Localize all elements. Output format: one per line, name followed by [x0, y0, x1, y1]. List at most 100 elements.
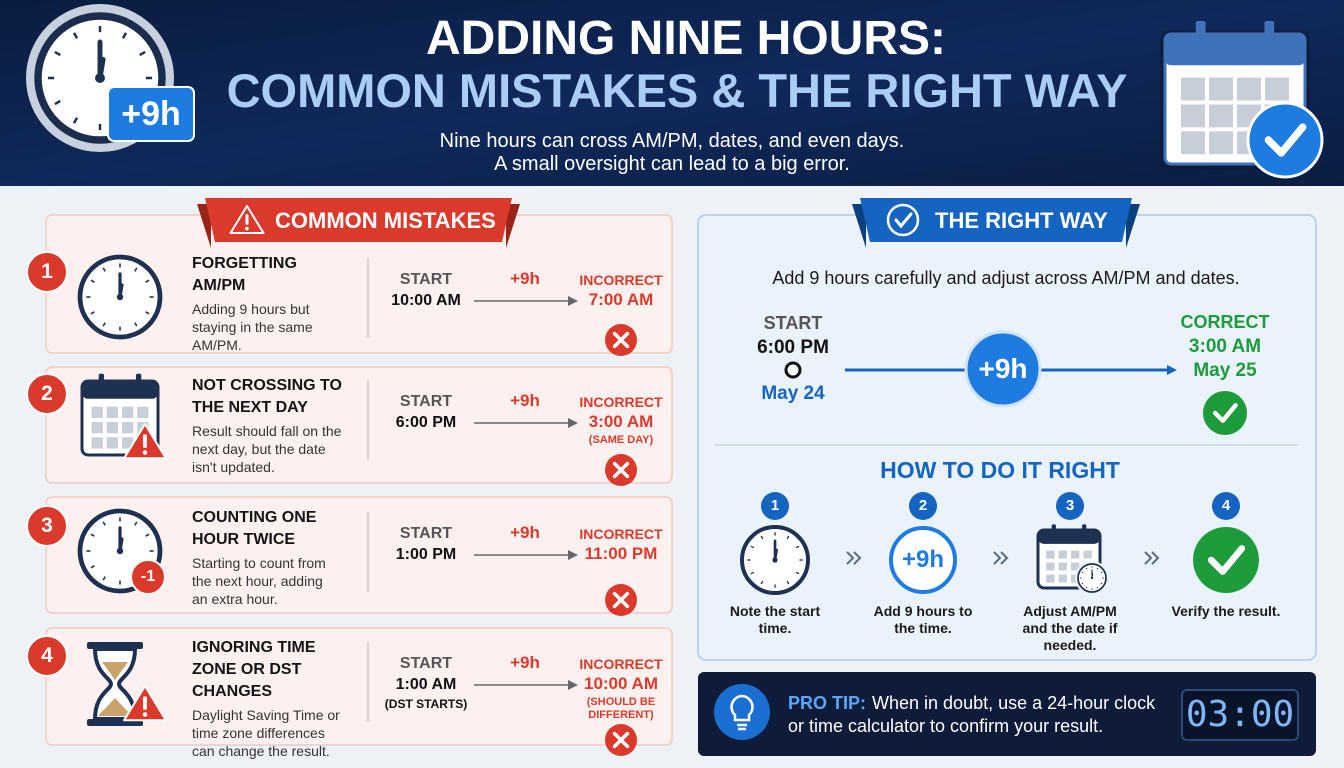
arrow-head — [1167, 365, 1177, 375]
tagline: Nine hours can cross AM/PM, dates, and e… — [439, 130, 905, 152]
calendar-cell — [91, 406, 103, 418]
x-stroke — [612, 331, 630, 349]
mistake-text: IGNORING TIME ZONE OR DST CHANGES Dayligh… — [192, 637, 360, 760]
warning-dot — [142, 712, 148, 717]
calendar-cell — [122, 406, 134, 418]
clock-tick — [54, 50, 61, 57]
clock-tick — [795, 571, 800, 575]
x-stroke — [612, 461, 630, 479]
chevron — [846, 551, 855, 565]
start-time: 6:00 PM — [757, 337, 829, 358]
clock-tick — [1085, 567, 1088, 570]
mistake-text: NOT CROSSING TO THE NEXT DAY Result shoul… — [192, 375, 360, 476]
mistake-description: Daylight Saving Time or time zone differ… — [192, 707, 340, 759]
check-stroke — [1207, 545, 1246, 575]
step-number-circle — [1212, 492, 1240, 520]
start-point — [784, 361, 802, 379]
mistake-description: Result should fall on the next day, but … — [192, 423, 342, 475]
clock-tick — [1085, 586, 1088, 589]
add-text: +9h — [978, 353, 1028, 384]
calendar-cell — [1046, 574, 1055, 583]
calendar-cell — [1071, 550, 1080, 559]
calendar-ring — [1195, 21, 1206, 47]
x-stroke — [612, 591, 630, 609]
clock-tick — [760, 535, 764, 540]
ribbon-fold — [197, 204, 211, 248]
add-label: +9h — [510, 653, 540, 672]
clock-tick — [102, 322, 106, 327]
section-heading: THE RIGHT WAY — [935, 208, 1108, 233]
mistake-title: IGNORING TIME ZONE OR DST CHANGES — [192, 639, 316, 700]
clock-tick — [90, 533, 95, 537]
clock-center — [772, 557, 778, 563]
chevron — [1000, 551, 1009, 565]
calendar-top — [1165, 34, 1305, 66]
bulb — [730, 694, 754, 722]
number-circle — [26, 505, 68, 547]
number-circle — [26, 373, 68, 415]
clock-tick — [1081, 571, 1084, 574]
result-label: INCORRECT — [579, 526, 663, 542]
result-label: INCORRECT — [579, 272, 663, 288]
mistake-description: Adding 9 hours but staying in the same A… — [192, 301, 313, 353]
calendar-ring — [1082, 524, 1087, 536]
clock-tick — [786, 535, 790, 540]
calendar-cell — [1181, 104, 1205, 128]
check-outline — [1246, 101, 1324, 179]
mistake-card — [45, 627, 673, 746]
ribbon-fold — [1126, 204, 1140, 248]
badge-text: +9h — [121, 95, 181, 133]
step-number: 4 — [1221, 497, 1231, 514]
title: ADDING NINE HOURS: — [425, 12, 946, 65]
calendar-cell — [1058, 574, 1067, 583]
badge — [107, 86, 195, 142]
clock-tick — [102, 576, 106, 581]
clock-tick — [145, 533, 150, 537]
step-ring — [889, 526, 957, 594]
step-number: 3 — [1065, 497, 1075, 514]
result-time: 3:00 AM — [588, 412, 654, 431]
calendar-cell — [91, 437, 103, 449]
calendar-cell — [122, 437, 134, 449]
calendar-cell — [1058, 562, 1067, 571]
calendar-cell — [1209, 131, 1233, 155]
mistake-card — [45, 366, 673, 484]
calendar-ring — [98, 373, 105, 389]
chevron — [1144, 551, 1153, 565]
check-stroke — [894, 212, 913, 229]
start-label: START — [399, 525, 453, 542]
mistake-card — [45, 496, 673, 614]
arrow-head — [568, 550, 578, 560]
clock-tick — [795, 545, 800, 549]
clock-center — [1090, 576, 1094, 580]
clock-tick — [760, 580, 764, 585]
clock-tick — [1100, 571, 1103, 574]
warning-dot — [142, 450, 148, 455]
calendar-cell — [1209, 77, 1233, 101]
step-label: Adjust AM/PM and the date if needed. — [1022, 603, 1118, 653]
add-label: +9h — [510, 391, 540, 410]
result-time: 11:00 PM — [584, 544, 658, 563]
ribbon — [205, 198, 512, 242]
check-icon — [1193, 527, 1259, 593]
clock-tick — [139, 50, 146, 57]
clock-tick — [786, 580, 790, 585]
ribbon-fold — [852, 204, 866, 248]
chevron — [853, 551, 862, 565]
calendar-ring — [135, 373, 142, 389]
step-number-circle — [761, 492, 789, 520]
step-icon-text: +9h — [901, 546, 945, 573]
calendar-cell — [1046, 550, 1055, 559]
start-label: START — [763, 313, 823, 333]
clock-tick — [145, 311, 150, 315]
clock-tick — [1081, 582, 1084, 585]
number: 4 — [41, 644, 53, 667]
subtitle-title: COMMON MISTAKES & THE RIGHT WAY — [226, 64, 1128, 117]
chevron — [1151, 551, 1160, 565]
arrow-head — [568, 418, 578, 428]
chevron — [993, 551, 1002, 565]
ribbon-fold — [506, 204, 520, 248]
number: 2 — [41, 382, 53, 405]
